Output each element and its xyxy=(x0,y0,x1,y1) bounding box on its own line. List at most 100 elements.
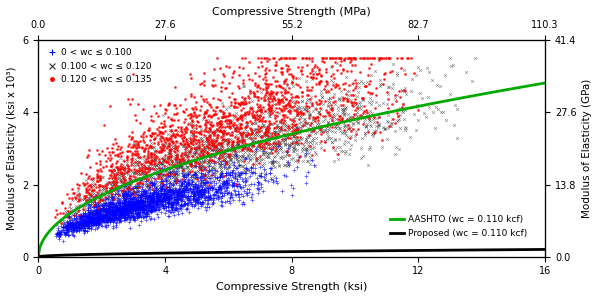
Point xyxy=(203,173,213,178)
Point xyxy=(193,138,203,143)
Point xyxy=(398,108,407,113)
Point xyxy=(234,173,243,178)
Point xyxy=(130,205,140,210)
Point xyxy=(165,194,174,199)
Point xyxy=(309,64,319,69)
Point xyxy=(64,219,74,224)
Point xyxy=(155,185,164,190)
Point xyxy=(195,152,204,157)
Point xyxy=(105,189,114,194)
Point xyxy=(140,202,150,207)
Point xyxy=(168,132,178,136)
Point xyxy=(341,91,350,96)
Point xyxy=(292,110,302,115)
Point xyxy=(85,220,95,225)
Point xyxy=(319,60,328,64)
Point xyxy=(152,167,162,172)
Point xyxy=(105,201,115,206)
Point xyxy=(267,160,277,165)
Point xyxy=(144,199,154,204)
Point xyxy=(159,188,169,193)
Point xyxy=(52,231,62,236)
Point xyxy=(256,129,265,134)
Point xyxy=(107,170,116,175)
Point xyxy=(207,151,216,156)
Point xyxy=(81,221,91,226)
Point xyxy=(218,184,228,189)
Point xyxy=(234,102,243,106)
Point xyxy=(186,94,196,98)
Point xyxy=(249,114,258,119)
Point xyxy=(83,205,93,210)
Point xyxy=(163,115,173,119)
Point xyxy=(221,173,231,177)
Point xyxy=(149,157,159,161)
Point xyxy=(165,157,175,162)
Point xyxy=(285,117,295,121)
Point xyxy=(236,113,246,118)
Point xyxy=(278,113,288,118)
Point xyxy=(93,219,102,223)
Point xyxy=(131,138,140,143)
Point xyxy=(129,199,138,204)
Point xyxy=(255,165,265,170)
Point xyxy=(184,196,193,200)
Point xyxy=(115,219,125,224)
Point xyxy=(94,183,104,188)
Point xyxy=(147,152,156,157)
Point xyxy=(106,202,116,207)
Point xyxy=(229,97,238,101)
Point xyxy=(162,172,172,177)
Point xyxy=(117,204,126,209)
Point xyxy=(328,112,338,117)
Point xyxy=(223,147,233,152)
Point xyxy=(124,142,134,147)
Point xyxy=(218,141,228,146)
Point xyxy=(155,173,164,177)
Point xyxy=(186,162,196,167)
Point xyxy=(207,144,216,149)
Point xyxy=(123,167,132,172)
Point xyxy=(119,167,128,172)
Point xyxy=(312,64,322,69)
Point xyxy=(355,112,365,117)
Point xyxy=(111,208,121,213)
Point xyxy=(108,219,118,224)
Point xyxy=(51,232,60,237)
Point xyxy=(198,164,208,169)
Point xyxy=(232,140,242,144)
Point xyxy=(209,112,219,117)
Point xyxy=(138,107,147,112)
Point xyxy=(300,154,310,159)
Point xyxy=(272,180,282,185)
Point xyxy=(72,224,82,229)
Point xyxy=(165,176,175,180)
Point xyxy=(139,149,149,153)
Point xyxy=(92,196,101,201)
Point xyxy=(338,107,347,112)
Point xyxy=(281,105,291,110)
Point xyxy=(350,56,359,61)
Point xyxy=(143,166,152,171)
Point xyxy=(231,176,240,181)
Point xyxy=(117,188,126,193)
Point xyxy=(332,121,342,126)
Point xyxy=(113,152,122,157)
Point xyxy=(211,138,221,142)
Point xyxy=(211,148,220,152)
Point xyxy=(195,112,204,117)
Point xyxy=(121,202,131,207)
Point xyxy=(206,153,216,158)
Point xyxy=(295,154,304,159)
Point xyxy=(63,223,72,228)
Point xyxy=(135,196,145,201)
Point xyxy=(122,197,131,202)
Point xyxy=(202,149,211,154)
Point xyxy=(330,125,340,130)
Point xyxy=(160,166,170,171)
Point xyxy=(97,184,107,188)
Point xyxy=(315,127,325,132)
Point xyxy=(134,201,144,206)
Point xyxy=(199,71,208,76)
Point xyxy=(106,201,116,206)
